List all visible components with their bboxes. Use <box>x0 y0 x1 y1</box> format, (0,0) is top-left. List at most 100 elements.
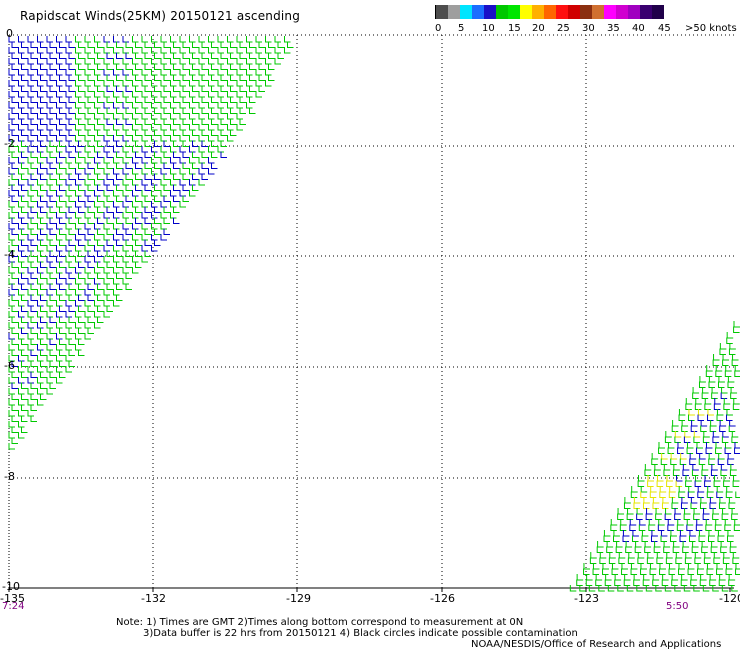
wind-barb <box>125 173 132 180</box>
wind-barb <box>49 239 56 246</box>
wind-barb <box>236 36 243 43</box>
wind-barb <box>163 74 170 81</box>
wind-barb <box>686 524 693 531</box>
wind-barb <box>208 58 215 65</box>
wind-barb <box>75 256 82 263</box>
wind-barb <box>56 355 63 362</box>
wind-barb <box>30 129 37 136</box>
wind-barb <box>239 118 246 125</box>
wind-barb <box>704 480 711 487</box>
wind-barb <box>192 74 199 81</box>
wind-barb <box>46 278 53 285</box>
wind-barb <box>87 129 94 136</box>
wind-barb <box>657 524 665 531</box>
wind-barb <box>84 300 91 307</box>
wind-barb <box>94 256 101 263</box>
wind-barb <box>103 102 110 109</box>
wind-barb <box>154 41 161 48</box>
wind-barb <box>173 206 180 213</box>
wind-barb <box>649 568 657 575</box>
wind-barb <box>30 173 37 180</box>
wind-barb <box>696 447 703 454</box>
wind-barb <box>249 85 256 92</box>
wind-barb <box>56 91 63 98</box>
wind-barb <box>49 360 56 367</box>
wind-barb <box>8 124 15 131</box>
wind-barb <box>731 359 739 366</box>
wind-barb <box>65 157 72 164</box>
wind-barb <box>685 480 692 487</box>
legend-labels: 0 5 10 15 20 25 30 35 40 45 >50 knots <box>435 23 737 37</box>
wind-barb <box>75 234 82 241</box>
wind-barb <box>8 267 15 274</box>
wind-barb <box>113 278 120 285</box>
wind-barb <box>239 52 246 59</box>
legend-label: 30 <box>582 23 595 34</box>
wind-barb <box>698 381 706 388</box>
wind-barb <box>11 283 18 290</box>
wind-barb <box>103 113 110 120</box>
wind-barb <box>647 480 654 487</box>
wind-barb <box>151 168 158 175</box>
wind-barb <box>21 85 28 92</box>
wind-barb <box>8 168 15 175</box>
wind-barb <box>27 311 34 318</box>
wind-barb <box>30 371 37 378</box>
wind-barb <box>84 245 91 252</box>
wind-barb <box>78 261 85 268</box>
lat-label-10: -10 <box>2 580 20 593</box>
wind-barb <box>116 206 123 213</box>
wind-barb <box>116 294 123 301</box>
wind-barb <box>163 85 170 92</box>
wind-barb <box>125 41 132 48</box>
wind-barb <box>75 267 82 274</box>
wind-barb <box>11 63 18 70</box>
wind-barb <box>217 36 224 43</box>
wind-barb <box>40 107 47 114</box>
wind-barb <box>49 85 56 92</box>
wind-barb <box>198 179 205 186</box>
lon-label-126: -126 <box>430 592 455 605</box>
wind-barb <box>97 239 104 246</box>
wind-barb <box>84 190 91 197</box>
wind-barb <box>125 151 132 158</box>
wind-barb <box>21 41 28 48</box>
wind-barb <box>49 41 56 48</box>
wind-barb <box>122 124 129 131</box>
wind-barb <box>103 168 110 175</box>
wind-barb <box>49 250 56 257</box>
wind-barb <box>249 52 256 59</box>
wind-barb <box>56 157 63 164</box>
wind-barb <box>685 403 692 410</box>
wind-barb <box>599 557 606 564</box>
wind-barb <box>683 585 691 592</box>
wind-barb <box>125 217 132 224</box>
wind-barb <box>151 36 158 43</box>
wind-barb <box>141 47 148 54</box>
wind-barb <box>103 300 110 307</box>
wind-barb <box>141 58 148 65</box>
wind-barb <box>198 58 205 65</box>
wind-barb <box>220 41 227 48</box>
wind-barb <box>220 96 227 103</box>
wind-barb <box>56 113 63 120</box>
wind-barb <box>65 124 72 131</box>
wind-barb <box>607 585 615 592</box>
wind-barb <box>94 190 101 197</box>
wind-barb <box>18 410 25 417</box>
wind-barb <box>125 96 132 103</box>
wind-barb <box>227 102 234 109</box>
wind-barb <box>173 85 180 92</box>
wind-barb <box>27 69 34 76</box>
wind-barb <box>590 552 597 559</box>
wind-barb <box>144 228 151 235</box>
wind-barb <box>78 173 85 180</box>
wind-barb <box>68 239 75 246</box>
wind-barb <box>68 327 75 334</box>
wind-barb <box>179 91 186 98</box>
wind-barb <box>27 388 34 395</box>
wind-barb <box>665 431 672 438</box>
wind-barb <box>277 52 284 59</box>
wind-barb <box>46 69 53 76</box>
wind-barb <box>46 311 53 318</box>
